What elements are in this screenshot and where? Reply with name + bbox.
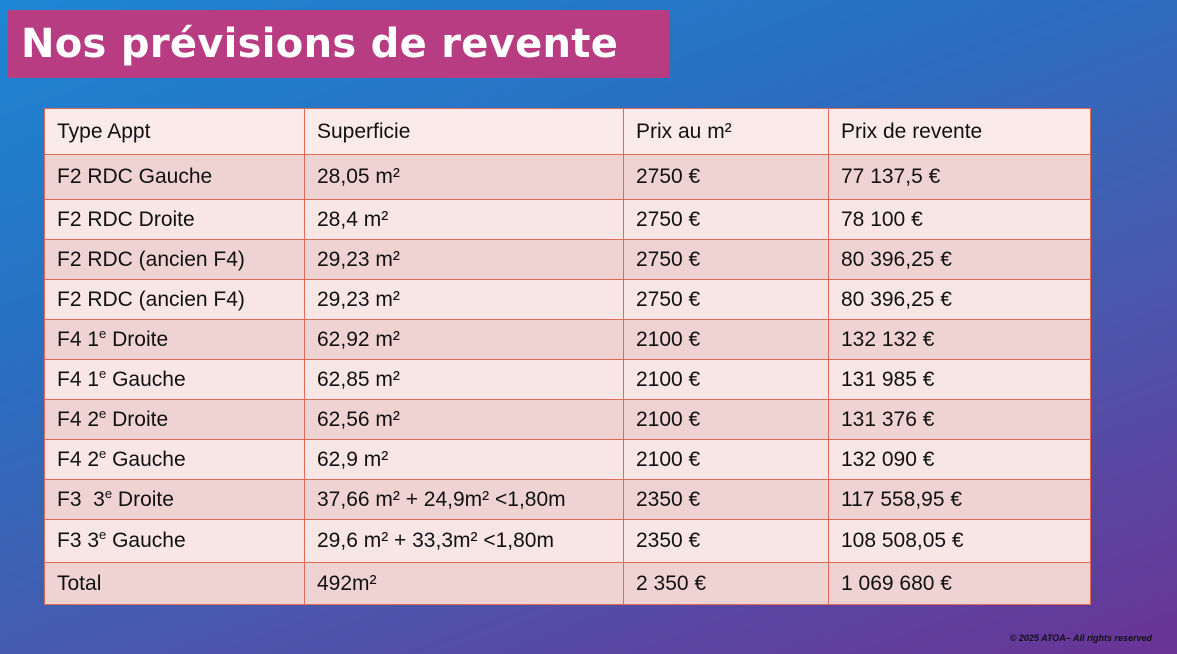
cell-type: F2 RDC (ancien F4) [44,279,305,320]
resale-forecast-table: Type Appt Superficie Prix au m² Prix de … [44,108,1091,605]
cell-surface: 29,6 m² + 33,3m² <1,80m [304,519,624,563]
type-side: Gauche [106,447,186,471]
cell-price-m2: 2100 € [623,319,829,360]
cell-price-m2: 2100 € [623,439,829,480]
table-row: F4 2e Droite 62,56 m² 2100 €131 376 € [44,399,1091,440]
floor-ordinal-suffix: e [104,485,113,501]
cell-resale: 132 090 € [828,439,1091,480]
cell-price-m2: 2100 € [623,359,829,400]
cell-resale: 117 558,95 € [828,479,1091,520]
type-label: F3 3 [57,487,105,511]
table-row: F4 1e Gauche 62,85 m² 2100 €131 985 € [44,359,1091,400]
table-header-row: Type Appt Superficie Prix au m² Prix de … [44,108,1091,155]
cell-type: F4 2e Gauche [44,439,305,480]
copyright-notice: © 2025 ATOA– All rights reserved [1009,633,1152,643]
cell-surface: 62,9 m² [304,439,624,480]
cell-type: F4 1e Droite [44,319,305,360]
cell-resale: 131 985 € [828,359,1091,400]
header-price-m2: Prix au m² [623,108,829,155]
cell-resale: 78 100 € [828,199,1091,240]
cell-surface: 62,85 m² [304,359,624,400]
type-label: F2 RDC (ancien F4) [57,287,245,311]
table-row: F2 RDC Gauche 28,05 m² 2750 €77 137,5 € [44,154,1091,200]
cell-resale: 131 376 € [828,399,1091,440]
cell-surface: 28,05 m² [304,154,624,200]
header-type: Type Appt [44,108,305,155]
cell-type: F3 3e Droite [44,479,305,520]
cell-surface: 62,56 m² [304,399,624,440]
total-resale: 1 069 680 € [828,562,1091,605]
type-label: F2 RDC Droite [57,207,195,231]
table-row: F4 1e Droite 62,92 m² 2100 €132 132 € [44,319,1091,360]
cell-type: F2 RDC (ancien F4) [44,239,305,280]
floor-ordinal-suffix: e [99,365,107,381]
cell-price-m2: 2750 € [623,239,829,280]
cell-surface: 29,23 m² [304,239,624,280]
table-row: F2 RDC (ancien F4) 29,23 m² 2750 €80 396,2… [44,239,1091,280]
type-label: F4 1 [57,327,100,351]
type-label: F2 RDC Gauche [57,165,213,188]
table-row: F3 3e Gauche 29,6 m² + 33,3m² <1,80m 2350 … [44,519,1091,563]
page-title: Nos prévisions de revente [21,21,619,67]
type-label: F4 2 [57,447,100,471]
total-price-m2: 2 350 € [623,562,829,605]
cell-resale: 77 137,5 € [828,154,1091,200]
table-row: F4 2e Gauche 62,9 m² 2100 €132 090 € [44,439,1091,480]
type-label: F3 3 [57,529,100,552]
floor-ordinal-suffix: e [99,325,107,341]
cell-surface: 28,4 m² [304,199,624,240]
table-row: F2 RDC (ancien F4) 29,23 m² 2750 €80 396,2… [44,279,1091,320]
cell-surface: 62,92 m² [304,319,624,360]
type-label: F4 1 [57,367,100,391]
header-resale: Prix de revente [828,108,1091,155]
cell-price-m2: 2750 € [623,199,829,240]
title-banner: Nos prévisions de revente [8,10,669,78]
floor-ordinal-suffix: e [99,405,107,421]
cell-price-m2: 2750 € [623,154,829,200]
type-side: Droite [106,327,169,351]
cell-type: F2 RDC Droite [44,199,305,240]
cell-type: F4 1e Gauche [44,359,305,400]
table-row: F3 3e Droite 37,66 m² + 24,9m² <1,80m 2350… [44,479,1091,520]
total-row: Total 492m² 2 350 € 1 069 680 € [44,562,1091,605]
cell-price-m2: 2350 € [623,479,829,520]
cell-price-m2: 2350 € [623,519,829,563]
cell-price-m2: 2750 € [623,279,829,320]
header-surface: Superficie [304,108,624,155]
cell-resale: 80 396,25 € [828,239,1091,280]
total-label: Total [44,562,305,605]
type-label: F4 2 [57,407,100,431]
cell-type: F4 2e Droite [44,399,305,440]
type-side: Droite [112,487,174,511]
cell-price-m2: 2100 € [623,399,829,440]
total-surface: 492m² [304,562,624,605]
type-label: F2 RDC (ancien F4) [57,247,245,271]
floor-ordinal-suffix: e [99,527,107,542]
cell-type: F3 3e Gauche [44,519,305,563]
cell-surface: 29,23 m² [304,279,624,320]
type-side: Droite [106,407,169,431]
table-row: F2 RDC Droite 28,4 m² 2750 €78 100 € [44,199,1091,240]
cell-type: F2 RDC Gauche [44,154,305,200]
floor-ordinal-suffix: e [99,445,107,461]
cell-resale: 132 132 € [828,319,1091,360]
type-side: Gauche [106,367,186,391]
cell-resale: 108 508,05 € [828,519,1091,563]
cell-resale: 80 396,25 € [828,279,1091,320]
type-side: Gauche [106,529,186,552]
cell-surface: 37,66 m² + 24,9m² <1,80m [304,479,624,520]
